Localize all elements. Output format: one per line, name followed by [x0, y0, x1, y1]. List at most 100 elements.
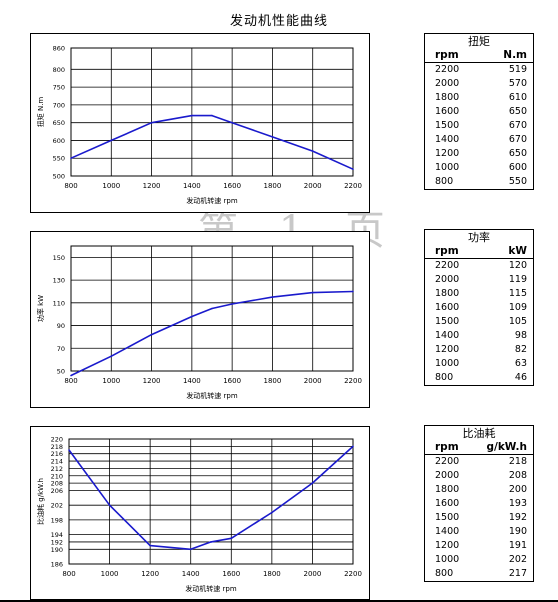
x-tick-label: 1000 [102, 377, 120, 385]
y-tick-label: 190 [51, 546, 63, 554]
table-cell-value: 208 [508, 470, 527, 481]
x-tick-label: 2200 [344, 377, 362, 385]
data-point [191, 315, 193, 318]
table-row: 1800 200 [425, 483, 533, 497]
y-tick-label: 500 [53, 173, 65, 181]
y-axis-label: 比油耗 g/kW.h [36, 478, 45, 525]
data-point [211, 114, 213, 117]
series-line [70, 290, 354, 377]
table-cell-rpm: 1600 [435, 498, 460, 509]
y-tick-label: 212 [51, 465, 63, 473]
table-row: 1400 190 [425, 525, 533, 539]
y-tick-label: 206 [51, 487, 63, 495]
y-tick-label: 150 [53, 254, 65, 262]
y-tick-label: 208 [51, 480, 63, 488]
x-tick-label: 1400 [183, 377, 201, 385]
table-cell-rpm: 1200 [435, 148, 460, 159]
table-cell-value: 200 [508, 484, 527, 495]
table-row: 800 46 [425, 371, 533, 385]
x-tick-label: 1600 [222, 570, 240, 578]
table-header: rpm N.m [425, 49, 533, 63]
table-cell-value: 202 [508, 554, 527, 565]
table-row: 1000 202 [425, 553, 533, 567]
page-title: 发动机性能曲线 [229, 14, 328, 29]
table-header: rpm g/kW.h [425, 441, 533, 455]
x-tick-label: 1200 [143, 377, 161, 385]
y-tick-label: 550 [53, 155, 65, 163]
table-col-unit: g/kW.h [486, 441, 527, 453]
table-row: 2200 218 [425, 455, 533, 469]
table-col-unit: N.m [503, 49, 527, 61]
series-line [68, 445, 354, 551]
data-point [231, 121, 233, 124]
table-col-rpm: rpm [435, 245, 459, 257]
y-tick-label: 198 [51, 516, 63, 524]
table-cell-value: 218 [508, 456, 527, 467]
data-point [70, 157, 72, 160]
table-col-unit: kW [508, 245, 527, 257]
table-cell-rpm: 1000 [435, 162, 460, 173]
x-tick-label: 1000 [102, 182, 120, 190]
table-cell-rpm: 1500 [435, 316, 460, 327]
data-point [231, 303, 233, 305]
y-tick-label: 220 [51, 436, 63, 444]
table-row: 1600 650 [425, 105, 533, 119]
table-cell-rpm: 2200 [435, 64, 460, 75]
y-tick-label: 750 [53, 84, 65, 92]
table-cell-rpm: 1200 [435, 540, 460, 551]
table-cell-value: 120 [508, 260, 527, 271]
table-cell-value: 82 [514, 344, 527, 355]
table-row: 800 217 [425, 567, 533, 581]
table-row: 1400 670 [425, 133, 533, 147]
data-point [311, 150, 314, 152]
table-cell-value: 46 [514, 372, 527, 383]
x-tick-label: 1600 [223, 377, 241, 385]
fuel-consumption-chart: 800 1000 1200 1400 1600 1800 2000 2200 186 190192… [36, 436, 362, 594]
fuel-consumption-table: 比油耗 rpm g/kW.h 2200 218 2000 208 1800 200 1600… [424, 425, 534, 582]
table-cell-value: 105 [508, 316, 527, 327]
table-cell-value: 193 [508, 498, 527, 509]
data-point [150, 121, 153, 124]
table-col-rpm: rpm [435, 49, 459, 61]
x-tick-label: 2000 [304, 377, 322, 385]
table-cell-rpm: 800 [435, 568, 454, 579]
y-tick-label: 216 [51, 450, 63, 458]
table-row: 1200 650 [425, 147, 533, 161]
x-tick-label: 1800 [263, 570, 281, 578]
table-cell-value: 109 [508, 302, 527, 313]
data-point [110, 355, 113, 358]
fuel-consumption-chart-panel: 800 1000 1200 1400 1600 1800 2000 2200 186 190 192… [30, 426, 370, 600]
table-cell-value: 550 [508, 176, 527, 187]
table-cell-rpm: 1400 [435, 526, 460, 537]
data-point [191, 114, 193, 117]
y-tick-label: 210 [51, 472, 63, 480]
y-tick-label: 186 [51, 561, 63, 569]
table-title: 比油耗 [462, 427, 496, 440]
table-cell-value: 119 [508, 274, 527, 285]
table-cell-value: 217 [508, 568, 527, 579]
torque-chart-panel: 800 1000 1200 1400 1600 1800 2000 2200 500 550 600… [30, 33, 370, 213]
x-tick-label: 2200 [344, 182, 362, 190]
table-body: 2200 218 2000 208 1800 200 1600 193 1500 192 1400 1… [425, 455, 533, 581]
data-point [110, 139, 113, 142]
data-point [352, 445, 354, 448]
plot-frame [68, 438, 354, 565]
data-point [70, 374, 72, 377]
y-tick-label: 110 [53, 299, 65, 307]
table-row: 2000 119 [425, 273, 533, 287]
data-point [352, 290, 354, 293]
table-row: 1000 63 [425, 357, 533, 371]
table-row: 1800 610 [425, 91, 533, 105]
table-cell-value: 650 [508, 148, 527, 159]
table-cell-value: 610 [508, 92, 527, 103]
table-cell-value: 670 [508, 120, 527, 131]
data-point [108, 504, 111, 506]
table-cell-value: 191 [508, 540, 527, 551]
x-tick-label: 1600 [223, 182, 241, 190]
data-point [230, 537, 233, 540]
table-body: 2200 120 2000 119 1800 115 1600 109 1500 105 1400 9… [425, 259, 533, 385]
x-tick-label: 1200 [141, 570, 159, 578]
table-row: 800 550 [425, 175, 533, 189]
y-tick-label: 202 [51, 502, 63, 510]
table-cell-rpm: 1800 [435, 288, 460, 299]
